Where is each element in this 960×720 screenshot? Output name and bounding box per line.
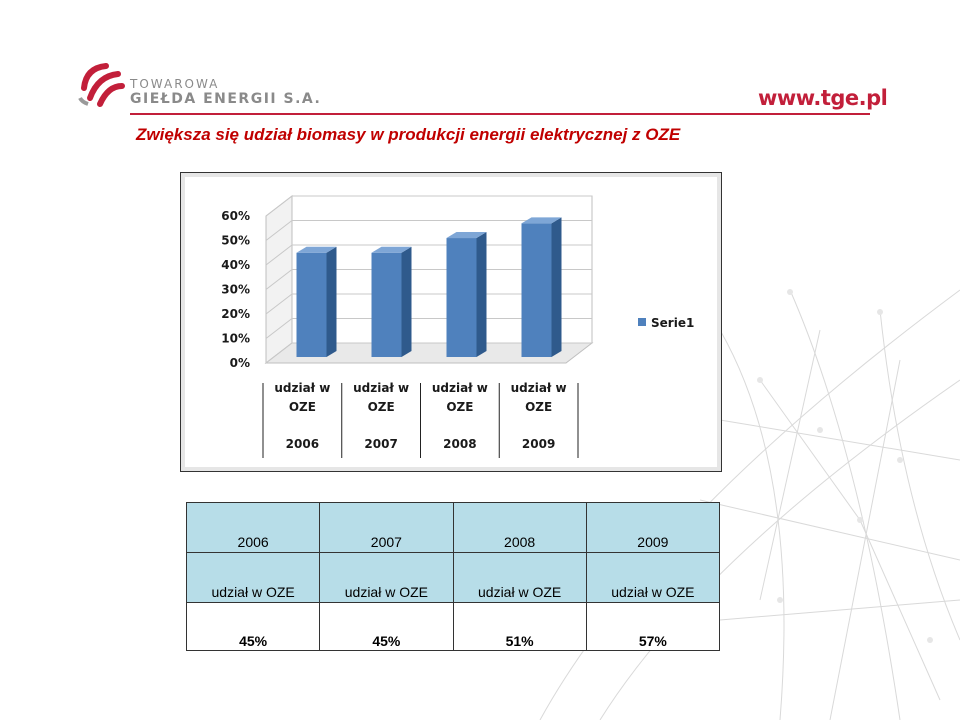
legend-swatch (638, 318, 646, 326)
table-row-values: 45% 45% 51% 57% (185, 602, 721, 651)
bar (521, 223, 552, 357)
site-url[interactable]: www.tge.pl (758, 86, 888, 110)
table-cell-year: 2009 (585, 502, 721, 553)
bar-top (446, 232, 487, 239)
bar (446, 238, 477, 357)
category-label: 2006 (286, 437, 319, 451)
table-cell-value: 57% (585, 602, 721, 651)
legend-label: Serie1 (651, 316, 694, 330)
y-tick-label: 40% (221, 258, 250, 272)
chart-frame: 0% 10% 20% 30% 40% 50% 60% udział w OZE 2006 udzia… (180, 172, 722, 472)
y-tick-label: 50% (221, 234, 250, 248)
table-cell-label: udział w OZE (319, 552, 454, 603)
category-sublabel: OZE (289, 400, 316, 414)
category-label: 2008 (443, 437, 476, 451)
table-cell-value: 45% (319, 602, 454, 651)
y-tick-label: 60% (221, 209, 250, 223)
gridline (265, 318, 592, 339)
table-row-years: 2006 2007 2008 2009 (185, 502, 721, 553)
header-divider (130, 113, 870, 115)
gridline (265, 293, 592, 315)
bar-top (296, 246, 337, 253)
gridline (265, 269, 592, 290)
bar-top (371, 246, 412, 253)
gridline (265, 342, 592, 364)
table-cell-label: udział w OZE (185, 552, 321, 603)
bar-side (401, 246, 412, 357)
bar-chart: 0% 10% 20% 30% 40% 50% 60% udział w OZE 2006 udzia… (221, 194, 694, 458)
gridline (265, 195, 592, 217)
y-tick-label: 20% (221, 307, 250, 321)
category-sublabel: OZE (368, 400, 395, 414)
table-cell-value: 51% (452, 602, 587, 651)
table-cell-year: 2008 (452, 502, 587, 553)
logo-line-1: TOWAROWA (130, 77, 220, 91)
table-cell-value: 45% (185, 602, 321, 651)
category-sublabel: udział w (511, 381, 567, 395)
bar (371, 252, 402, 357)
y-tick-label: 0% (230, 356, 250, 370)
category-sublabel: udział w (432, 381, 488, 395)
category-label: 2007 (364, 437, 397, 451)
bar-side (551, 217, 562, 357)
bar-top (521, 217, 562, 224)
category-sublabel: udział w (274, 381, 330, 395)
data-table: 2006 2007 2008 2009 udział w OZE udział … (185, 502, 721, 651)
gridline (265, 220, 592, 241)
logo-wordmark: TOWAROWA GIEŁDA ENERGII S.A. (130, 77, 322, 108)
page-title: Zwiększa się udział biomasy w produkcji … (136, 125, 681, 144)
table-cell-label: udział w OZE (585, 552, 721, 603)
logo-line-2: GIEŁDA ENERGII S.A. (130, 91, 322, 107)
tge-logo-icon (78, 63, 125, 107)
table-cell-year: 2006 (185, 502, 321, 553)
category-sublabel: OZE (525, 400, 552, 414)
gridline (265, 244, 592, 266)
bar (296, 252, 327, 357)
y-tick-label: 30% (221, 283, 250, 297)
category-sublabel: udział w (353, 381, 409, 395)
table-cell-year: 2007 (319, 502, 454, 553)
table-row-labels: udział w OZE udział w OZE udział w OZE u… (185, 552, 721, 603)
category-label: 2009 (522, 437, 555, 451)
y-tick-label: 10% (221, 332, 250, 346)
bar-side (476, 232, 487, 357)
table-cell-label: udział w OZE (452, 552, 587, 603)
bar-side (326, 246, 337, 357)
category-sublabel: OZE (446, 400, 473, 414)
